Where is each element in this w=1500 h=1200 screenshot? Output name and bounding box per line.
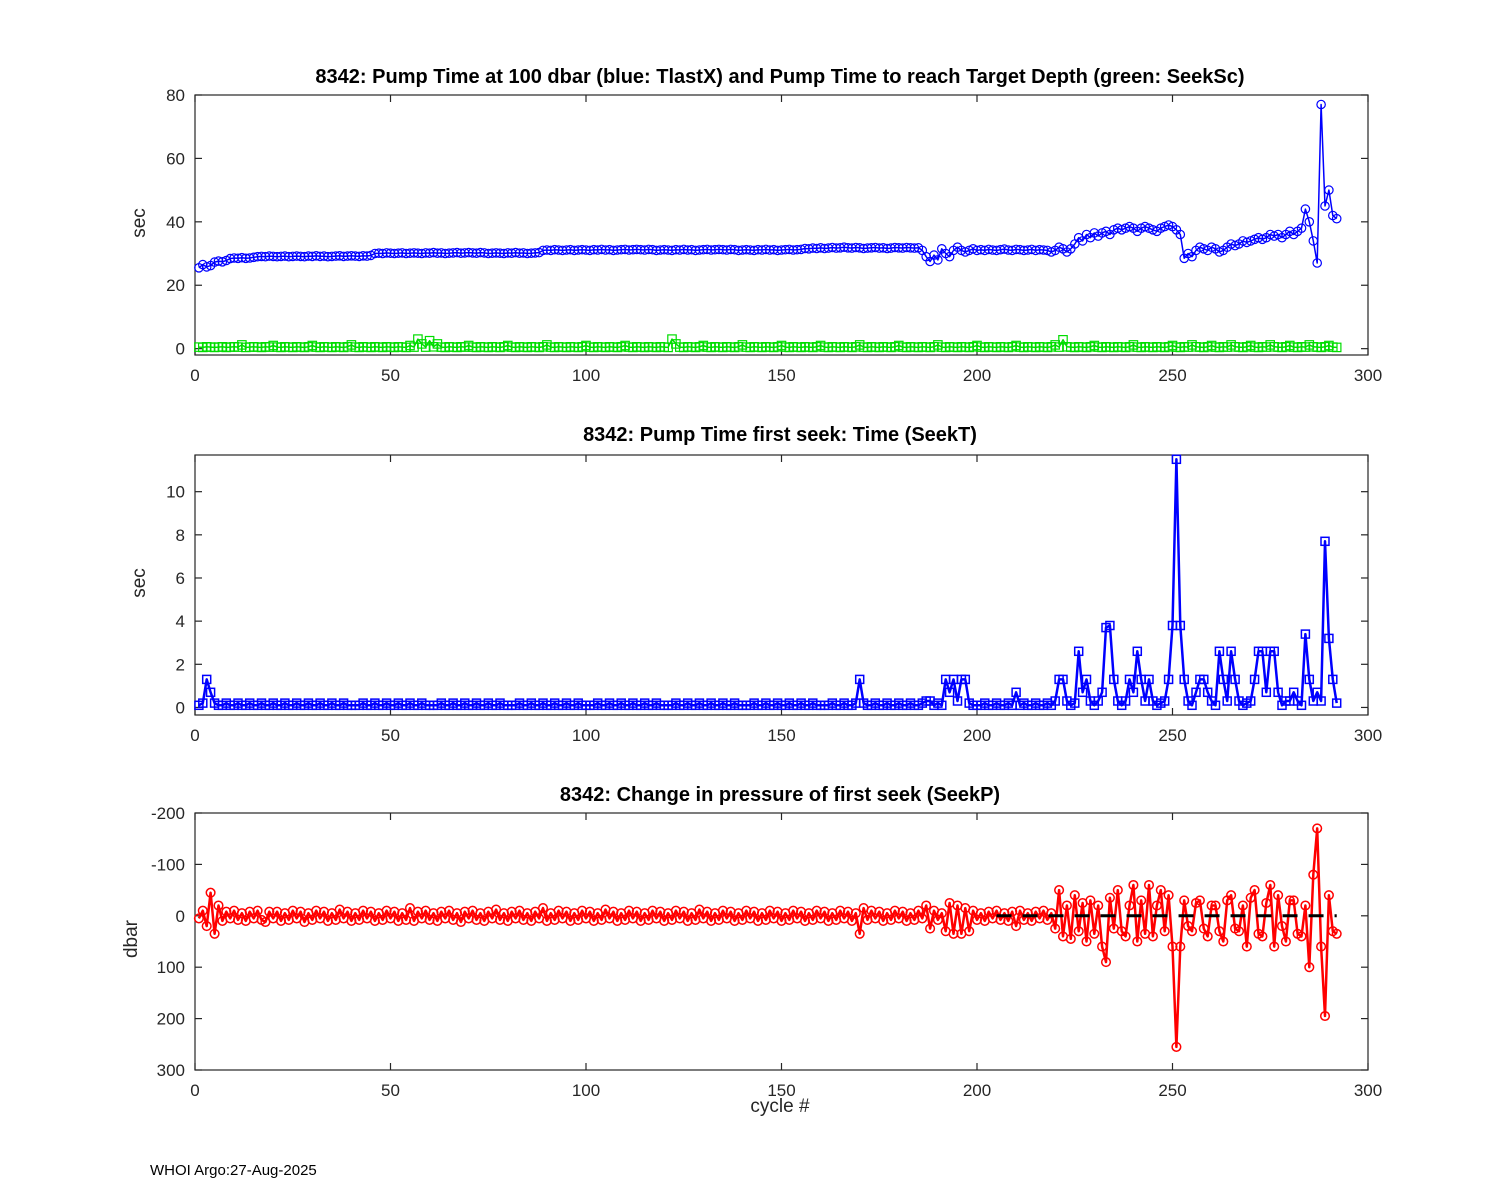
svg-text:50: 50 — [381, 366, 400, 385]
svg-text:300: 300 — [1354, 726, 1382, 745]
svg-text:250: 250 — [1158, 726, 1186, 745]
svg-text:6: 6 — [176, 569, 185, 588]
svg-text:200: 200 — [157, 1010, 185, 1029]
svg-text:200: 200 — [963, 366, 991, 385]
svg-text:-100: -100 — [151, 855, 185, 874]
svg-text:0: 0 — [176, 340, 185, 359]
svg-text:250: 250 — [1158, 366, 1186, 385]
svg-text:100: 100 — [157, 958, 185, 977]
svg-text:100: 100 — [572, 1081, 600, 1100]
svg-text:80: 80 — [166, 86, 185, 105]
svg-text:300: 300 — [1354, 366, 1382, 385]
svg-text:150: 150 — [767, 366, 795, 385]
svg-text:300: 300 — [157, 1061, 185, 1080]
x-axis-label: cycle # — [750, 1096, 810, 1117]
svg-text:150: 150 — [767, 726, 795, 745]
svg-text:50: 50 — [381, 726, 400, 745]
svg-text:40: 40 — [166, 213, 185, 232]
svg-text:4: 4 — [176, 612, 185, 631]
chart1-title: 8342: Pump Time at 100 dbar (blue: Tlast… — [315, 66, 1245, 88]
chart3-title: 8342: Change in pressure of first seek (… — [559, 784, 1001, 806]
svg-text:2: 2 — [176, 655, 185, 674]
svg-text:0: 0 — [190, 366, 199, 385]
svg-text:10: 10 — [166, 483, 185, 502]
svg-text:100: 100 — [572, 726, 600, 745]
svg-text:200: 200 — [963, 1081, 991, 1100]
svg-text:0: 0 — [176, 698, 185, 717]
svg-text:-200: -200 — [151, 804, 185, 823]
svg-text:300: 300 — [1354, 1081, 1382, 1100]
svg-text:0: 0 — [190, 1081, 199, 1100]
svg-text:150: 150 — [767, 1081, 795, 1100]
svg-text:60: 60 — [166, 149, 185, 168]
svg-text:250: 250 — [1158, 1081, 1186, 1100]
svg-text:50: 50 — [381, 1081, 400, 1100]
footer-text: WHOI Argo:27-Aug-2025 — [150, 1162, 317, 1179]
svg-text:0: 0 — [190, 726, 199, 745]
svg-text:200: 200 — [963, 726, 991, 745]
svg-text:8: 8 — [176, 526, 185, 545]
svg-text:20: 20 — [166, 276, 185, 295]
svg-text:100: 100 — [572, 366, 600, 385]
chart2-title: 8342: Pump Time first seek: Time (SeekT) — [583, 424, 977, 446]
svg-text:0: 0 — [176, 907, 185, 926]
